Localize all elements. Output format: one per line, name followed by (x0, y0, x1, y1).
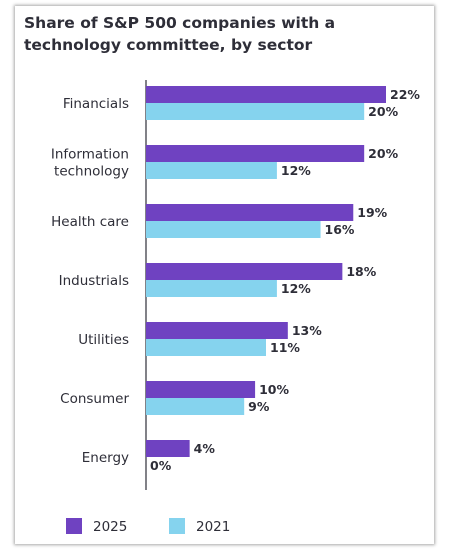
category-label: Utilities (78, 332, 129, 348)
legend-swatch-2025 (66, 518, 82, 534)
data-label-2021: 0% (150, 458, 172, 473)
bar-2025 (146, 322, 288, 339)
bar-2025 (146, 381, 256, 398)
bar-2021 (146, 221, 321, 238)
data-label-2025: 4% (194, 441, 216, 456)
chart-title: Share of S&P 500 companies with a techno… (24, 14, 336, 54)
bar-2025 (146, 440, 190, 457)
bar-2025 (146, 86, 386, 103)
data-label-2025: 18% (346, 264, 376, 279)
category-label: Consumer (60, 391, 129, 407)
bar-2021 (146, 162, 277, 179)
category-label: Energy (82, 450, 129, 466)
data-label-2021: 9% (248, 399, 270, 414)
data-label-2021: 20% (368, 104, 398, 119)
category-label: Financials (63, 96, 129, 112)
data-label-2025: 10% (259, 382, 289, 397)
data-label-2021: 16% (325, 222, 355, 237)
data-label-2025: 13% (292, 323, 322, 338)
category-label: Information technology (51, 147, 129, 180)
data-label-2025: 19% (357, 205, 387, 220)
bar-2021 (146, 103, 365, 120)
data-label-2025: 22% (390, 87, 420, 102)
bar-2021 (146, 339, 266, 356)
bar-2025 (146, 204, 354, 221)
legend-label-2021: 2021 (196, 519, 230, 535)
data-label-2021: 12% (281, 163, 311, 178)
data-label-2021: 11% (270, 340, 300, 355)
data-label-2021: 12% (281, 281, 311, 296)
data-label-2025: 20% (368, 146, 398, 161)
bar-2025 (146, 145, 365, 162)
bar-2025 (146, 263, 343, 280)
legend-swatch-2021 (169, 518, 185, 534)
legend-label-2025: 2025 (93, 519, 127, 535)
category-label: Industrials (59, 273, 129, 289)
bar-2021 (146, 280, 277, 297)
category-label: Health care (51, 214, 129, 230)
bar-2021 (146, 398, 245, 415)
